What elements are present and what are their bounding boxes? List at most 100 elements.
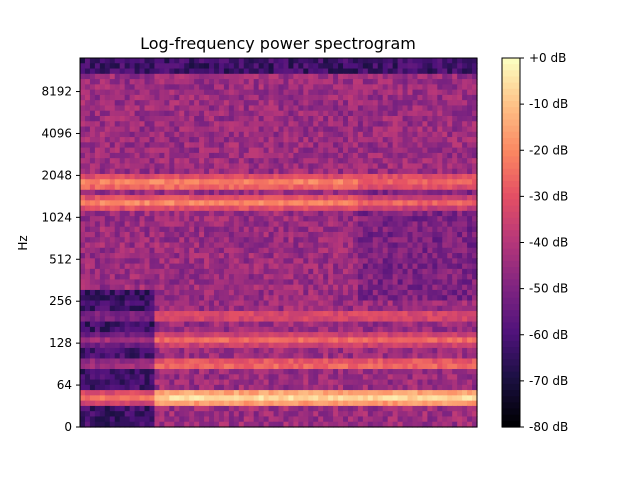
- heatmap-cell: [328, 326, 334, 333]
- heatmap-cell: [412, 105, 419, 112]
- heatmap-cell: [194, 358, 200, 365]
- heatmap-cell: [457, 105, 463, 112]
- heatmap-cell: [179, 347, 185, 354]
- heatmap-cell: [248, 347, 255, 354]
- heatmap-cell: [238, 332, 245, 338]
- heatmap-cell: [293, 279, 299, 286]
- heatmap-cell: [283, 94, 290, 101]
- heatmap-cell: [164, 268, 170, 275]
- heatmap-cell: [318, 332, 324, 338]
- heatmap-cell: [338, 242, 344, 249]
- heatmap-cell: [427, 152, 433, 159]
- heatmap-cell: [268, 326, 275, 333]
- heatmap-cell: [199, 289, 205, 296]
- heatmap-cell: [422, 268, 428, 275]
- heatmap-cell: [104, 326, 111, 333]
- heatmap-cell: [323, 63, 329, 70]
- heatmap-cell: [392, 268, 399, 275]
- heatmap-cell: [273, 374, 280, 381]
- heatmap-cell: [308, 126, 314, 133]
- heatmap-cell: [263, 210, 270, 217]
- heatmap-cell: [417, 358, 424, 365]
- heatmap-cell: [159, 337, 165, 344]
- heatmap-cell: [223, 89, 230, 96]
- heatmap-cell: [362, 363, 369, 370]
- heatmap-cell: [204, 179, 210, 186]
- heatmap-cell: [352, 152, 359, 159]
- heatmap-cell: [253, 168, 260, 175]
- heatmap-cell: [184, 73, 190, 80]
- heatmap-cell: [154, 168, 160, 175]
- heatmap-cell: [462, 79, 468, 85]
- heatmap-cell: [263, 205, 270, 212]
- heatmap-cell: [472, 295, 478, 302]
- heatmap-cell: [447, 68, 453, 75]
- heatmap-cell: [184, 184, 190, 191]
- heatmap-cell: [293, 379, 299, 386]
- heatmap-cell: [338, 110, 344, 117]
- heatmap-cell: [253, 68, 260, 75]
- heatmap-cell: [119, 247, 126, 254]
- heatmap-cell: [387, 89, 394, 96]
- heatmap-cell: [164, 126, 170, 133]
- heatmap-cell: [258, 374, 265, 381]
- heatmap-cell: [209, 347, 215, 354]
- heatmap-cell: [472, 358, 478, 365]
- heatmap-cell: [99, 147, 106, 154]
- heatmap-cell: [89, 326, 96, 333]
- heatmap-cell: [213, 195, 220, 201]
- heatmap-cell: [223, 284, 230, 291]
- heatmap-cell: [447, 221, 453, 228]
- heatmap-cell: [248, 247, 255, 254]
- heatmap-cell: [437, 137, 443, 143]
- heatmap-cell: [159, 142, 165, 149]
- heatmap-cells: [80, 58, 478, 428]
- heatmap-cell: [144, 68, 151, 75]
- heatmap-cell: [263, 142, 270, 149]
- heatmap-cell: [318, 195, 324, 201]
- heatmap-cell: [298, 147, 304, 154]
- heatmap-cell: [238, 226, 245, 233]
- heatmap-cell: [159, 63, 165, 70]
- heatmap-cell: [209, 237, 215, 244]
- heatmap-cell: [338, 100, 344, 107]
- heatmap-cell: [209, 115, 215, 122]
- heatmap-cell: [99, 110, 106, 117]
- heatmap-cell: [472, 321, 478, 328]
- heatmap-cell: [104, 200, 111, 207]
- heatmap-cell: [452, 121, 458, 128]
- heatmap-cell: [104, 369, 111, 375]
- heatmap-cell: [427, 200, 433, 207]
- heatmap-cell: [288, 342, 294, 349]
- heatmap-cell: [367, 89, 374, 96]
- heatmap-cell: [169, 121, 175, 128]
- heatmap-cell: [432, 126, 438, 133]
- heatmap-cell: [278, 179, 285, 186]
- heatmap-cell: [139, 152, 146, 159]
- heatmap-cell: [412, 168, 419, 175]
- heatmap-cell: [258, 221, 265, 228]
- heatmap-cell: [293, 363, 299, 370]
- heatmap-cell: [228, 237, 235, 244]
- heatmap-cell: [392, 131, 399, 138]
- heatmap-cell: [452, 210, 458, 217]
- heatmap-cell: [303, 369, 309, 375]
- heatmap-cell: [387, 105, 394, 112]
- heatmap-cell: [253, 221, 260, 228]
- heatmap-cell: [253, 358, 260, 365]
- heatmap-cell: [372, 353, 379, 360]
- heatmap-cell: [313, 321, 319, 328]
- heatmap-cell: [84, 121, 91, 128]
- heatmap-cell: [343, 284, 349, 291]
- heatmap-cell: [129, 84, 136, 91]
- heatmap-cell: [397, 184, 404, 191]
- heatmap-cell: [228, 184, 235, 191]
- heatmap-cell: [119, 295, 126, 302]
- heatmap-cell: [347, 79, 354, 85]
- heatmap-cell: [119, 100, 126, 107]
- heatmap-cell: [253, 189, 260, 196]
- heatmap-cell: [372, 289, 379, 296]
- heatmap-cell: [104, 142, 111, 149]
- heatmap-cell: [427, 369, 433, 375]
- heatmap-cell: [313, 369, 319, 375]
